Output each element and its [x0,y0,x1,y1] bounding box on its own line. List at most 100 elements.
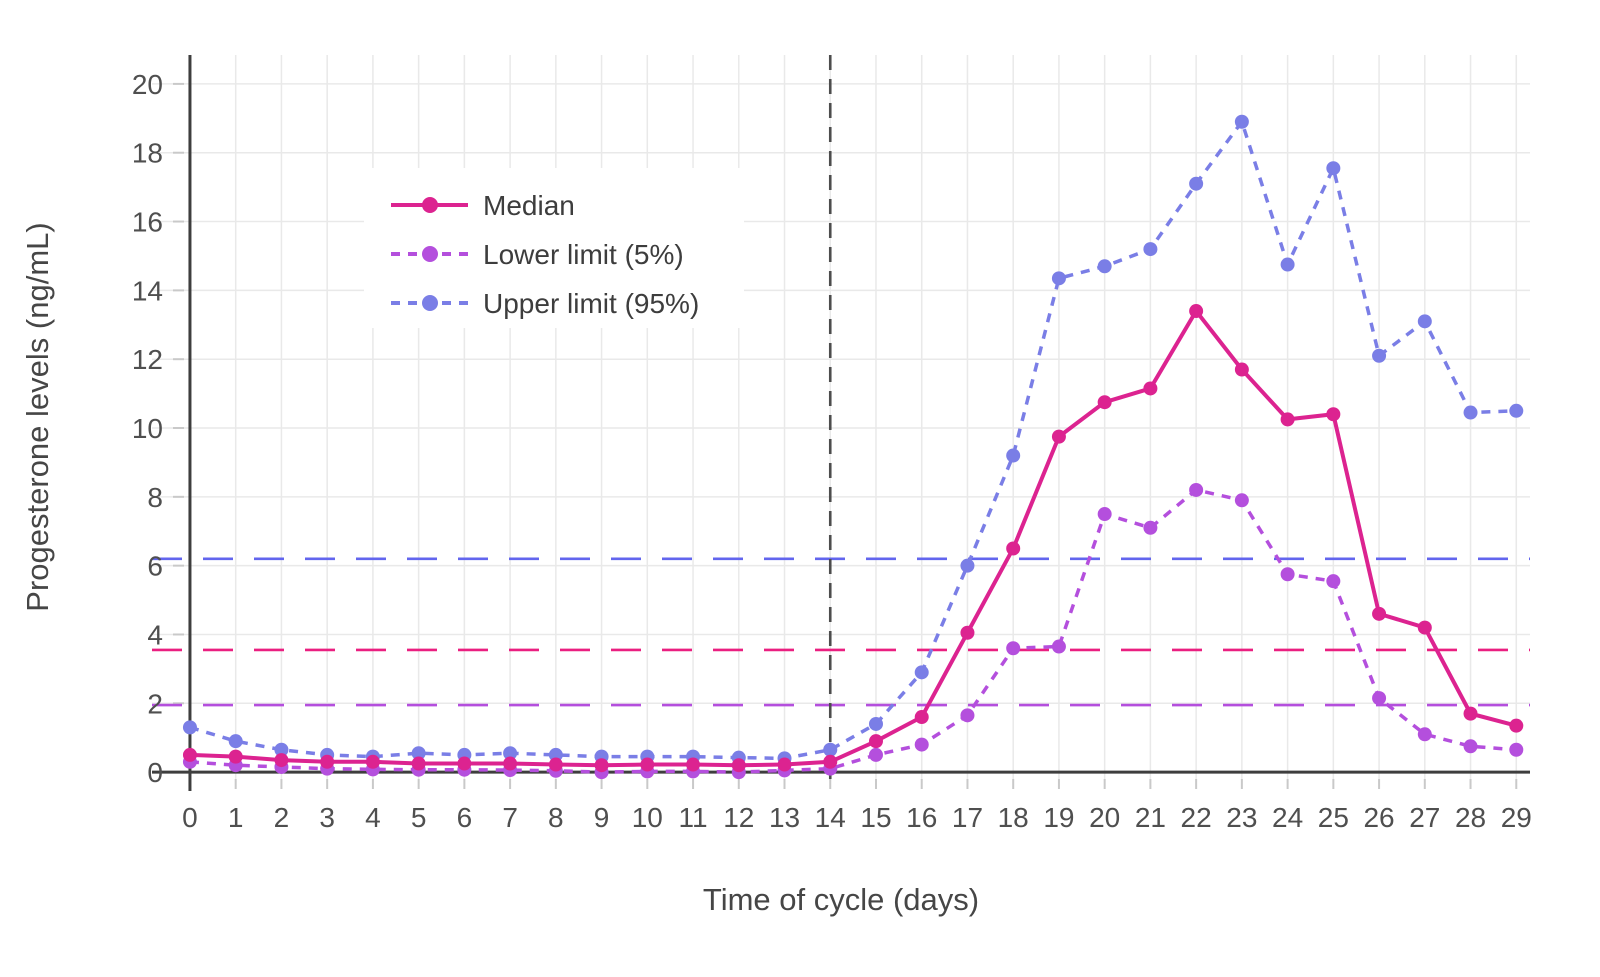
x-tick-label: 27 [1409,802,1440,833]
series-marker-1 [1006,641,1021,656]
series-marker-2 [503,746,518,761]
x-tick-label: 4 [365,802,381,833]
series-marker-0 [960,625,975,640]
series-marker-2 [1234,114,1249,129]
series-marker-2 [1006,448,1021,463]
x-tick-label: 12 [723,802,754,833]
series-marker-1 [960,708,975,723]
x-tick-label: 11 [679,802,708,833]
x-tick-label: 3 [319,802,335,833]
series-marker-2 [1509,403,1524,418]
series-marker-0 [1463,706,1478,721]
y-tick-label: 16 [132,207,163,238]
series-marker-0 [1326,407,1341,422]
series-marker-0 [1189,304,1204,319]
series-marker-2 [548,747,563,762]
x-tick-label: 15 [860,802,891,833]
series-marker-2 [274,742,289,757]
x-tick-label: 21 [1135,802,1166,833]
series-marker-1 [914,737,929,752]
series-marker-1 [1509,742,1524,757]
y-tick-label: 10 [132,413,163,444]
legend-label-1: Lower limit (5%) [483,239,684,270]
x-tick-label: 17 [952,802,983,833]
series-marker-0 [228,749,243,764]
legend-swatch-marker-0 [422,197,438,213]
x-tick-label: 13 [769,802,800,833]
series-marker-1 [1234,493,1249,508]
series-marker-0 [686,757,701,772]
y-tick-label: 4 [147,619,163,650]
legend-swatch-marker-2 [422,295,438,311]
x-tick-label: 0 [182,802,198,833]
y-tick-label: 20 [132,69,163,100]
series-marker-2 [914,665,929,680]
legend-swatch-marker-1 [422,246,438,262]
series-marker-0 [1280,412,1295,427]
y-axis-title: Progesterone levels (ng/mL) [20,222,55,611]
series-marker-0 [457,756,472,771]
series-marker-2 [960,558,975,573]
series-marker-2 [228,734,243,749]
legend-label-0: Median [483,190,575,221]
series-marker-0 [1097,395,1112,410]
series-marker-0 [411,756,426,771]
y-tick-label: 12 [132,344,163,375]
series-marker-1 [1463,739,1478,754]
series-marker-2 [1280,257,1295,272]
series-marker-0 [823,754,838,769]
y-tick-label: 14 [132,275,163,306]
y-tick-label: 2 [147,688,163,719]
x-axis-title: Time of cycle (days) [703,882,979,917]
series-line-0 [189,307,1517,768]
series-marker-0 [1372,606,1387,621]
series-marker-1 [1326,574,1341,589]
series-marker-0 [274,753,289,768]
x-tick-label: 9 [594,802,610,833]
x-tick-label: 18 [998,802,1029,833]
series-line-1 [189,488,1517,774]
x-tick-label: 10 [632,802,663,833]
series-marker-1 [1143,520,1158,535]
series-line-2 [189,117,1517,761]
series-marker-0 [640,757,655,772]
series-marker-1 [1280,567,1295,582]
series-marker-2 [1051,271,1066,286]
series-marker-2 [1372,348,1387,363]
y-tick-label: 6 [147,551,163,582]
x-tick-label: 14 [815,802,846,833]
series-marker-1 [1417,727,1432,742]
series-marker-0 [1417,620,1432,635]
series-marker-0 [914,710,929,725]
series-marker-0 [1234,362,1249,377]
x-tick-label: 19 [1043,802,1074,833]
y-tick-label: 8 [147,482,163,513]
series-marker-2 [1417,314,1432,329]
series-marker-1 [1372,691,1387,706]
legend-label-2: Upper limit (95%) [483,288,699,319]
series-marker-0 [1006,541,1021,556]
series-marker-1 [1097,507,1112,522]
x-tick-label: 1 [228,802,244,833]
x-tick-label: 26 [1363,802,1394,833]
x-tick-label: 5 [411,802,427,833]
series-marker-0 [1051,429,1066,444]
series-marker-2 [1189,176,1204,191]
x-tick-label: 16 [906,802,937,833]
series-marker-0 [182,747,197,762]
series-marker-0 [503,756,518,771]
x-tick-label: 20 [1089,802,1120,833]
series-marker-1 [1189,482,1204,497]
series-marker-0 [548,757,563,772]
series-marker-2 [1143,242,1158,257]
series-marker-0 [365,754,380,769]
series-marker-0 [594,758,609,773]
x-tick-label: 2 [274,802,290,833]
series-marker-2 [868,716,883,731]
y-tick-label: 18 [132,138,163,169]
series-marker-0 [731,758,746,773]
series-marker-0 [1509,718,1524,733]
x-tick-label: 25 [1318,802,1349,833]
